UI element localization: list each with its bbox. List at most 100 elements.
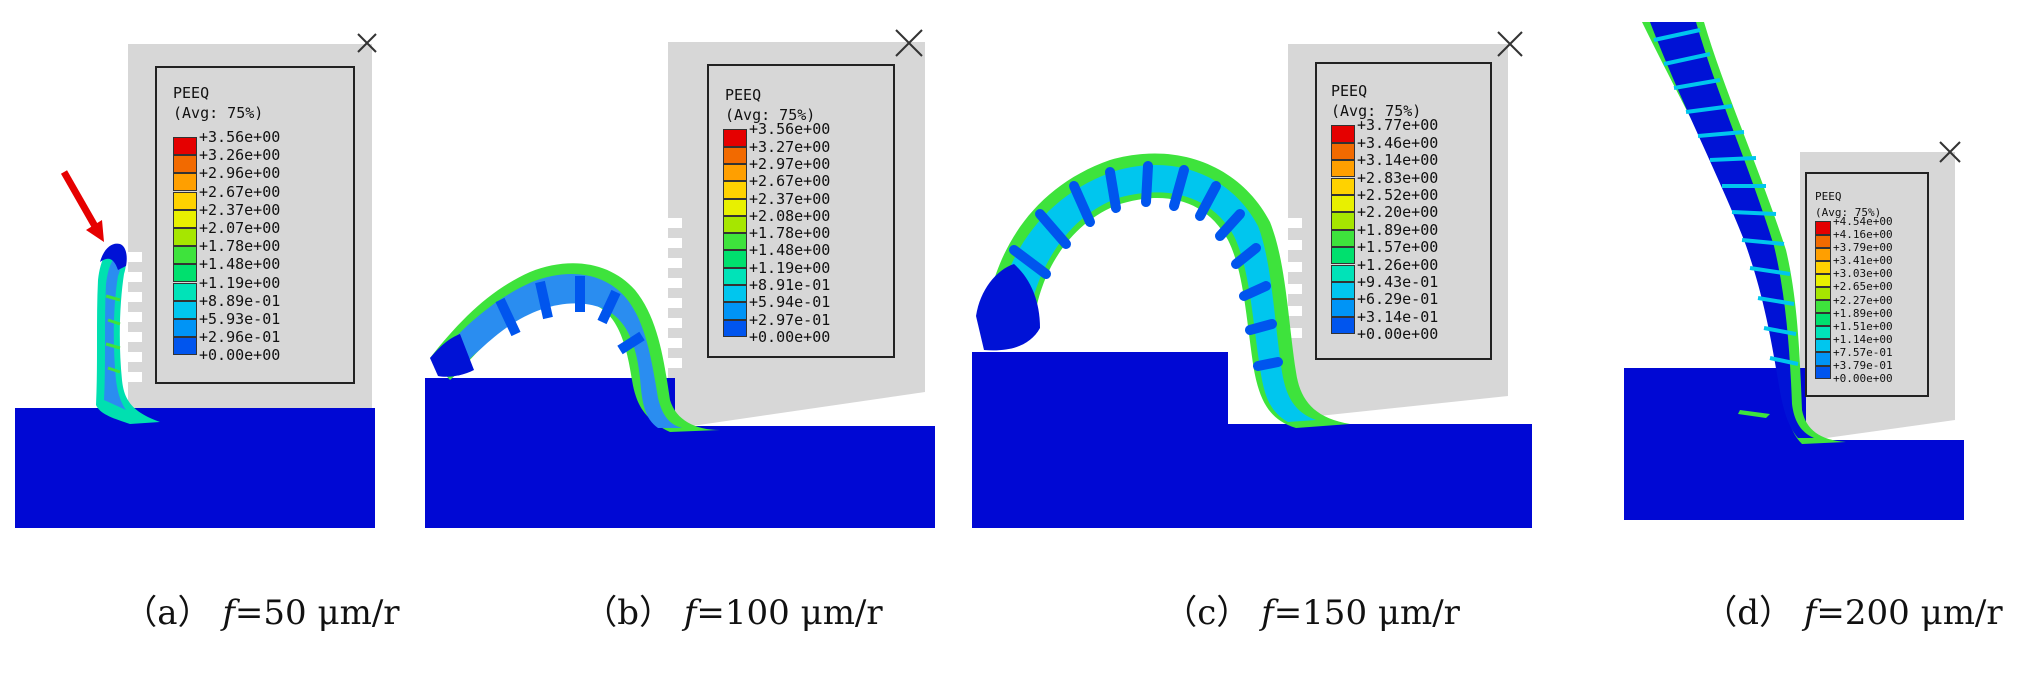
legend-title: PEEQ bbox=[1815, 190, 1842, 203]
legend-row: +1.48e+00 bbox=[173, 255, 280, 283]
close-cross-icon bbox=[357, 33, 377, 53]
legend-row: +2.67e+00 bbox=[173, 183, 280, 210]
legend-swatch bbox=[173, 136, 197, 156]
legend-swatch bbox=[723, 285, 747, 303]
legend-swatch bbox=[723, 250, 747, 268]
legend-tick-label: +2.67e+00 bbox=[199, 182, 281, 201]
caption-d: （d） f=200 μm/r bbox=[1660, 545, 2003, 674]
legend-tick-label: +8.89e-01 bbox=[199, 291, 281, 310]
legend-swatch bbox=[1331, 125, 1355, 143]
legend-swatch bbox=[1331, 229, 1355, 248]
legend-row: +2.65e+00 bbox=[1815, 280, 1893, 301]
caption-f-symbol: f bbox=[222, 593, 235, 633]
legend-tick-label: +3.03e+00 bbox=[1833, 267, 1893, 281]
legend-tick-label: +2.27e+00 bbox=[1833, 293, 1893, 307]
legend-swatch bbox=[173, 246, 197, 265]
legend-tick-label: +1.78e+00 bbox=[199, 237, 281, 256]
legend-row: +1.19e+00 bbox=[173, 274, 280, 301]
legend-tick-label: +4.16e+00 bbox=[1833, 228, 1893, 242]
legend-row: +0.00e+00 bbox=[173, 346, 280, 373]
legend-tick-label: +1.78e+00 bbox=[749, 224, 831, 243]
close-cross-icon bbox=[1497, 31, 1523, 57]
legend-c: PEEQ (Avg: 75%) +3.77e+00 +3.46e+00 +3.14e… bbox=[1315, 62, 1492, 360]
legend-tick-label: +4.54e+00 bbox=[1833, 214, 1893, 228]
legend-swatch bbox=[1815, 313, 1831, 327]
legend-tick-label: +2.96e+00 bbox=[199, 164, 281, 183]
legend-tick-label: +2.52e+00 bbox=[1357, 185, 1439, 204]
legend-a: PEEQ (Avg: 75%) +3.56e+00 +3.26e+00 +2.96e… bbox=[155, 66, 355, 384]
legend-swatch bbox=[723, 267, 747, 286]
legend-row: +5.94e-01 bbox=[723, 293, 830, 320]
legend-tick-label: +2.96e-01 bbox=[199, 328, 281, 347]
caption-f-value: =200 μm/r bbox=[1816, 593, 2003, 633]
legend-tick-label: +3.46e+00 bbox=[1357, 133, 1439, 152]
legend-tick-label: +3.27e+00 bbox=[749, 137, 831, 156]
panel-c: PEEQ (Avg: 75%) +3.77e+00 +3.46e+00 +3.14e… bbox=[970, 0, 1540, 633]
legend-swatch bbox=[723, 129, 747, 147]
legend-tick-label: +5.94e-01 bbox=[749, 293, 831, 312]
chip bbox=[976, 153, 1350, 429]
legend-swatch bbox=[1331, 281, 1355, 300]
caption-f-symbol: f bbox=[683, 593, 697, 633]
legend-swatch bbox=[1815, 339, 1831, 353]
workpiece-substrate bbox=[972, 424, 1532, 528]
legend-tick-label: +0.00e+00 bbox=[1357, 325, 1439, 344]
legend-averaging: (Avg: 75%) bbox=[1331, 102, 1422, 120]
caption-f-symbol: f bbox=[1803, 593, 1817, 633]
close-cross-icon bbox=[1939, 141, 1961, 163]
legend-row: +2.20e+00 bbox=[1331, 203, 1438, 230]
caption-f-value: =150 μm/r bbox=[1273, 593, 1460, 633]
caption-label: （d） bbox=[1703, 593, 1793, 633]
legend-swatch bbox=[173, 173, 197, 192]
legend-swatch bbox=[1815, 273, 1831, 287]
legend-row: +5.93e-01 bbox=[173, 310, 280, 338]
legend-tick-label: +3.77e+00 bbox=[1357, 116, 1439, 135]
legend-swatch bbox=[1815, 326, 1831, 340]
legend-row: +2.37e+00 bbox=[173, 201, 280, 228]
legend-row: +2.67e+00 bbox=[723, 172, 830, 199]
legend-tick-label: +3.56e+00 bbox=[749, 120, 831, 139]
legend-row: +3.79e+00 bbox=[1815, 241, 1893, 261]
caption-f-value: =100 μm/r bbox=[696, 593, 883, 633]
legend-swatch bbox=[1815, 221, 1831, 235]
caption-a: （a） f=50 μm/r bbox=[80, 545, 399, 674]
legend-swatch bbox=[1815, 365, 1831, 379]
legend-swatch bbox=[173, 282, 197, 301]
caption-f-symbol: f bbox=[1261, 593, 1274, 633]
legend-row: +2.97e+00 bbox=[723, 155, 830, 182]
panel-b: PEEQ (Avg: 75%) +3.56e+00 +3.27e+00 +2.97e… bbox=[420, 0, 940, 633]
legend-tick-label: +0.00e+00 bbox=[749, 327, 831, 346]
tool-notches bbox=[1288, 218, 1302, 338]
legend-row: +3.14e+00 bbox=[1331, 151, 1438, 178]
legend-row: +3.26e+00 bbox=[173, 146, 280, 174]
legend-swatch bbox=[1331, 142, 1355, 161]
caption-b: （b） f=100 μm/r bbox=[540, 545, 883, 674]
legend-swatch bbox=[723, 163, 747, 182]
caption-label: （b） bbox=[583, 593, 673, 633]
legend-row: +1.57e+00 bbox=[1331, 238, 1438, 265]
caption-label: （c） bbox=[1163, 593, 1251, 633]
legend-tick-label: +1.89e+00 bbox=[1833, 306, 1893, 320]
legend-tick-label: +2.97e-01 bbox=[749, 310, 831, 329]
chip-tip-arrow bbox=[60, 170, 104, 242]
panel-a: PEEQ (Avg: 75%) +3.56e+00 +3.26e+00 +2.96e… bbox=[0, 0, 400, 633]
legend-tick-label: +1.57e+00 bbox=[1357, 238, 1439, 257]
legend-tick-label: +2.65e+00 bbox=[1833, 280, 1893, 294]
legend-row: +1.78e+00 bbox=[723, 224, 830, 251]
legend-row: +2.52e+00 bbox=[1331, 186, 1438, 213]
legend-row: +1.26e+00 bbox=[1331, 256, 1438, 282]
legend-row: +3.77e+00 bbox=[1331, 116, 1438, 143]
tool-notches bbox=[668, 218, 682, 368]
legend-swatch bbox=[173, 227, 197, 247]
legend-tick-label: +3.79e+00 bbox=[1833, 241, 1893, 255]
legend-swatch bbox=[723, 319, 747, 337]
legend-row: +2.27e+00 bbox=[1815, 294, 1893, 314]
legend-swatch bbox=[173, 300, 197, 319]
legend-tick-label: +2.08e+00 bbox=[749, 206, 831, 225]
legend-averaging: (Avg: 75%) bbox=[173, 104, 264, 122]
legend-row: +3.46e+00 bbox=[1331, 134, 1438, 161]
legend-tick-label: +2.20e+00 bbox=[1357, 203, 1439, 222]
legend-row: +6.29e-01 bbox=[1331, 290, 1438, 317]
chip bbox=[1642, 22, 1846, 444]
legend-swatch bbox=[1331, 247, 1355, 265]
